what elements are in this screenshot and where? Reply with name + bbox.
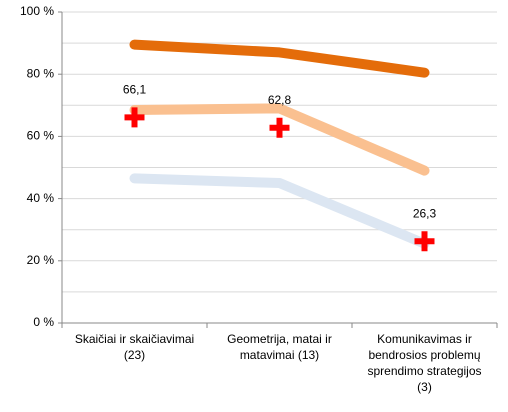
data-label: 66,1 bbox=[123, 83, 147, 97]
data-label: 62,8 bbox=[268, 93, 292, 107]
data-label: 26,3 bbox=[413, 206, 437, 220]
y-tick-label: 80 % bbox=[27, 66, 55, 80]
cross-marker bbox=[414, 231, 435, 252]
y-tick-label: 0 % bbox=[33, 315, 54, 329]
x-tick-label: Skaičiai ir skaičiavimai (23) bbox=[74, 332, 195, 362]
y-tick-label: 20 % bbox=[27, 253, 55, 267]
x-tick-label: Geometrija, matai ir matavimai (13) bbox=[227, 332, 332, 362]
y-tick-label: 60 % bbox=[27, 129, 55, 143]
series-line bbox=[129, 39, 430, 78]
y-tick-label: 40 % bbox=[27, 191, 55, 205]
cross-marker bbox=[269, 117, 290, 138]
series-line bbox=[129, 173, 430, 249]
cross-marker bbox=[124, 107, 145, 128]
series-line bbox=[129, 103, 430, 176]
y-tick-label: 100 % bbox=[20, 4, 54, 18]
x-tick-label: Komunikavimas ir bendrosios problemų spr… bbox=[367, 332, 482, 394]
